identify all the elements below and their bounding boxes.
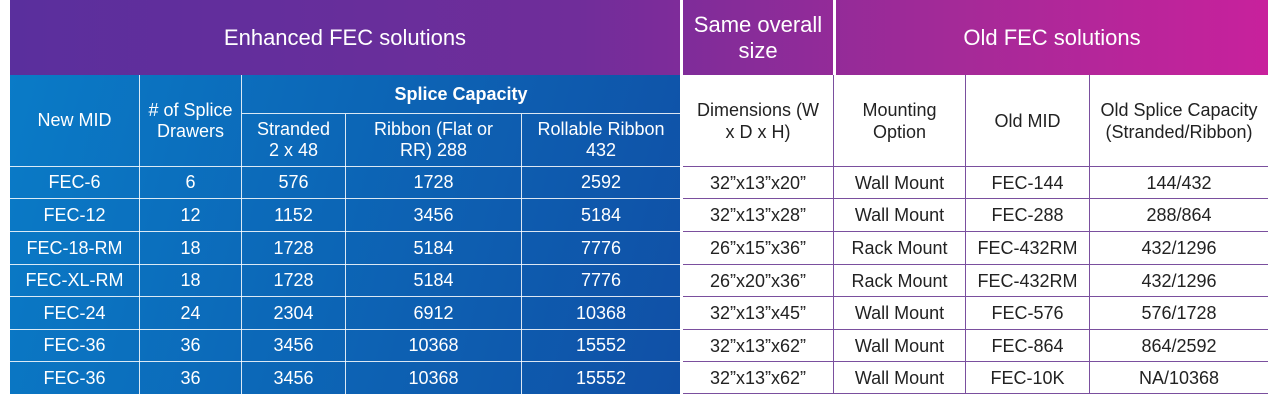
cell-rollable: 7776	[580, 270, 622, 290]
cell-old-mid: FEC-432RM	[977, 270, 1078, 291]
cell-drawers: 36	[180, 367, 201, 388]
col-header-ribbon: Ribbon (Flat or RR) 288	[373, 119, 494, 160]
cell-ribbon: 10368	[408, 335, 459, 355]
col-header-old-mid: Old MID	[994, 110, 1061, 131]
cell-drawers: 24	[180, 302, 201, 323]
col-header-drawers: # of Splice Drawers	[148, 99, 233, 141]
cell-drawers: 18	[180, 237, 201, 258]
cell-ribbon: 3456	[413, 204, 454, 225]
cell-drawers: 18	[180, 270, 201, 290]
cell-ribbon: 5184	[413, 270, 454, 290]
col-header-new-mid: New MID	[37, 110, 112, 130]
cell-dimensions: 26”x15”x36”	[709, 238, 807, 258]
cell-old-capacity: 576/1728	[1141, 303, 1217, 323]
cell-old-capacity: 288/864	[1146, 205, 1212, 225]
cell-old-capacity: 864/2592	[1141, 335, 1217, 356]
col-header-dimensions: Dimensions (W x D x H)	[696, 99, 820, 142]
cell-mounting: Wall Mount	[854, 205, 945, 225]
cell-stranded: 3456	[273, 367, 314, 388]
cell-mounting: Wall Mount	[854, 335, 945, 356]
cell-stranded: 3456	[273, 335, 314, 355]
cell-dimensions: 32”x13”x20”	[709, 172, 807, 193]
cell-old-mid: FEC-144	[991, 172, 1064, 193]
cell-new-mid: FEC-12	[43, 204, 106, 225]
cell-drawers: 6	[185, 172, 196, 192]
cell-mounting: Wall Mount	[854, 367, 945, 388]
cell-stranded: 2304	[273, 302, 314, 323]
cell-ribbon: 5184	[413, 237, 454, 258]
cell-new-mid: FEC-36	[43, 367, 106, 388]
cell-old-mid: FEC-432RM	[977, 238, 1078, 258]
cell-new-mid: FEC-XL-RM	[25, 270, 124, 290]
cell-new-mid: FEC-18-RM	[26, 237, 123, 258]
same-size-title: Same overall size	[693, 11, 823, 63]
table-header-banner: Enhanced FEC solutions Same overall size…	[10, 0, 1268, 75]
enhanced-block: New MID # of Splice Drawers Splice Capac…	[10, 75, 680, 394]
cell-stranded: 1728	[273, 270, 314, 290]
cell-old-capacity: 144/432	[1146, 172, 1212, 193]
cell-rollable: 15552	[575, 367, 627, 388]
cell-new-mid: FEC-24	[43, 302, 106, 323]
cell-old-capacity: 432/1296	[1141, 238, 1217, 258]
cell-rollable: 7776	[580, 237, 622, 258]
cell-ribbon: 10368	[408, 367, 459, 388]
enhanced-title: Enhanced FEC solutions	[223, 24, 467, 50]
cell-old-mid: FEC-10K	[990, 367, 1065, 388]
cell-old-mid: FEC-288	[991, 205, 1064, 225]
col-header-old-capacity: Old Splice Capacity (Stranded/Ribbon)	[1100, 99, 1258, 142]
cell-drawers: 36	[180, 335, 201, 355]
cell-mounting: Wall Mount	[854, 172, 945, 193]
old-block: Dimensions (W x D x H) Mounting Option O…	[683, 75, 1268, 394]
cell-rollable: 2592	[580, 172, 622, 192]
cell-old-mid: FEC-864	[991, 335, 1064, 356]
cell-stranded: 1728	[273, 237, 314, 258]
cell-stranded: 576	[278, 172, 309, 192]
cell-rollable: 15552	[575, 335, 627, 355]
cell-dimensions: 32”x13”x28”	[709, 205, 807, 225]
cell-old-capacity: NA/10368	[1138, 367, 1220, 388]
old-title: Old FEC solutions	[963, 24, 1141, 50]
cell-rollable: 10368	[575, 302, 627, 323]
col-header-stranded: Stranded 2 x 48	[256, 119, 331, 160]
cell-dimensions: 32”x13”x62”	[709, 335, 807, 356]
col-header-splice-capacity: Splice Capacity	[394, 83, 528, 104]
cell-ribbon: 6912	[413, 302, 454, 323]
col-header-rollable: Rollable Ribbon 432	[537, 119, 665, 160]
cell-new-mid: FEC-36	[43, 335, 106, 355]
cell-old-capacity: 432/1296	[1141, 270, 1217, 291]
cell-stranded: 1152	[274, 204, 313, 225]
cell-new-mid: FEC-6	[48, 172, 101, 192]
col-header-mounting: Mounting Option	[862, 99, 937, 142]
cell-old-mid: FEC-576	[991, 303, 1064, 323]
cell-mounting: Rack Mount	[851, 270, 948, 291]
cell-mounting: Rack Mount	[851, 238, 948, 258]
cell-ribbon: 1728	[413, 172, 454, 192]
cell-dimensions: 32”x13”x45”	[709, 303, 807, 323]
cell-rollable: 5184	[580, 204, 622, 225]
cell-dimensions: 26”x20”x36”	[709, 270, 807, 291]
cell-mounting: Wall Mount	[854, 303, 945, 323]
cell-dimensions: 32”x13”x62”	[709, 367, 807, 388]
cell-drawers: 12	[180, 204, 201, 225]
